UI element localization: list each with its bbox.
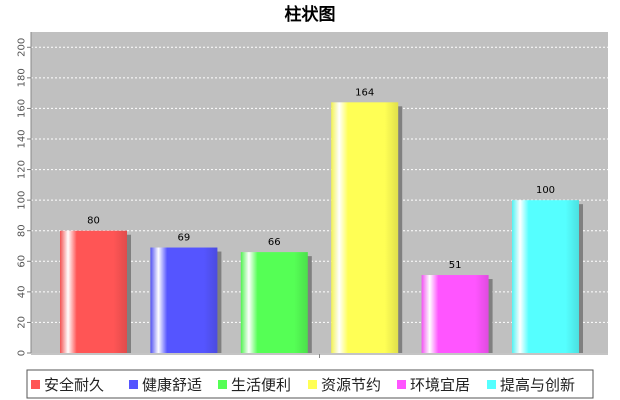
- y-tick-label: 200: [17, 38, 28, 57]
- y-tick-label: 20: [17, 316, 28, 329]
- plot-area: 0 20 40 60 80 100 120 140 160 180 200 80 69 66 164 51 10…: [17, 32, 608, 358]
- y-tick-label: 180: [17, 68, 28, 87]
- y-tick-label: 100: [17, 191, 28, 210]
- y-tick-label: 160: [17, 99, 28, 118]
- chart-title: 柱状图: [285, 4, 336, 25]
- legend-swatch: [218, 380, 227, 389]
- legend-label: 生活便利: [231, 376, 291, 394]
- bar-value-label: 100: [536, 185, 555, 196]
- legend-swatch: [129, 380, 138, 389]
- legend-label: 安全耐久: [44, 376, 104, 394]
- bar: [421, 275, 489, 353]
- y-tick-label: 120: [17, 160, 28, 179]
- bar-value-label: 66: [268, 237, 281, 248]
- legend-label: 资源节约: [321, 376, 381, 394]
- bar-value-label: 80: [87, 216, 100, 227]
- bar: [512, 200, 579, 353]
- y-tick-label: 140: [17, 129, 28, 148]
- legend-swatch: [308, 380, 317, 389]
- bar: [331, 102, 399, 353]
- legend-swatch: [31, 380, 40, 389]
- legend: 安全耐久 健康舒适 生活便利 资源节约 环境宜居 提高与创新: [26, 369, 594, 399]
- bar: [150, 247, 218, 353]
- y-tick-label: 40: [17, 285, 28, 298]
- legend-swatch: [397, 380, 406, 389]
- y-tick-label: 0: [17, 350, 28, 356]
- bar: [60, 230, 127, 353]
- bar-value-label: 51: [449, 260, 462, 271]
- y-tick-label: 60: [17, 255, 28, 268]
- y-tick-label: 80: [17, 224, 28, 237]
- bar-value-label: 69: [178, 233, 191, 244]
- legend-label: 提高与创新: [500, 376, 575, 394]
- legend-label: 健康舒适: [142, 376, 202, 394]
- bar: [240, 252, 308, 353]
- legend-label: 环境宜居: [410, 376, 470, 394]
- legend-swatch: [487, 380, 496, 389]
- bar-value-label: 164: [355, 87, 374, 98]
